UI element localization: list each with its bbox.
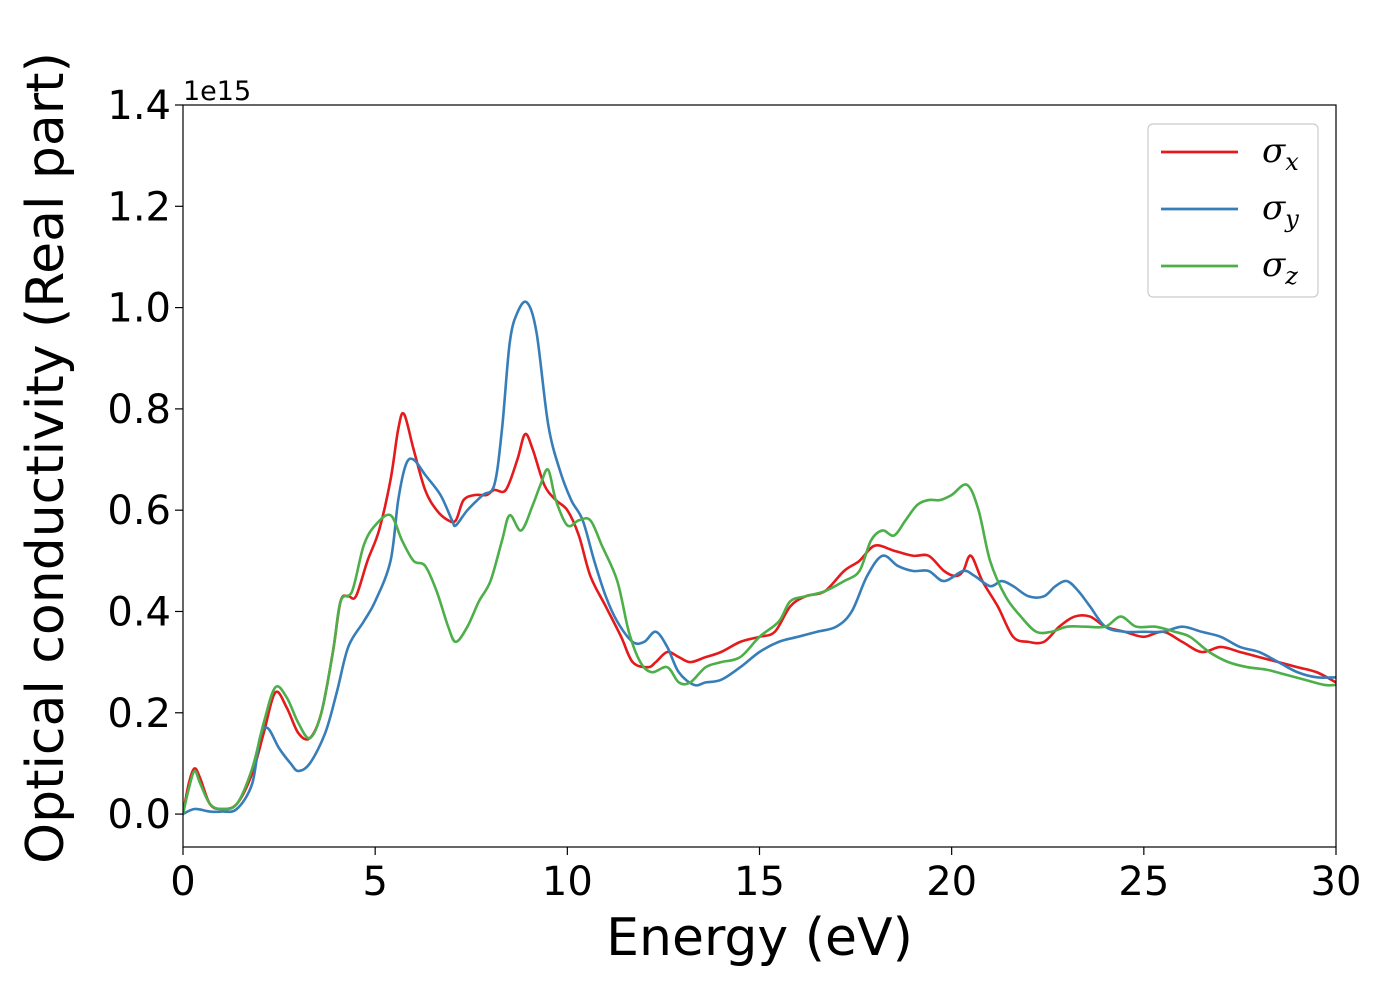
y-tick-label: 0.2 <box>107 691 171 737</box>
legend-label: σy <box>1262 188 1299 233</box>
legend-label: σz <box>1262 245 1298 290</box>
legend-label: σx <box>1262 131 1299 176</box>
x-tick-label: 20 <box>926 859 977 905</box>
x-tick-label: 5 <box>362 859 387 905</box>
x-tick-label: 10 <box>542 859 593 905</box>
legend-symbol: σ <box>1262 245 1286 285</box>
y-tick-label: 0.0 <box>107 792 171 838</box>
x-tick-label: 0 <box>170 859 195 905</box>
series-line-y <box>183 300 1336 816</box>
series-line-x <box>183 411 1336 816</box>
y-tick-label: 1.4 <box>107 83 171 129</box>
legend-subscript: z <box>1284 262 1298 290</box>
legend-symbol: σ <box>1262 188 1286 228</box>
y-tick-label: 0.6 <box>107 488 171 534</box>
series-line-z <box>183 468 1336 816</box>
x-tick-label: 30 <box>1311 859 1362 905</box>
legend-subscript: x <box>1285 148 1299 176</box>
y-tick-label: 1.0 <box>107 286 171 332</box>
y-axis-title: Optical conductivity (Real part) <box>16 52 76 864</box>
y-tick-label: 1.2 <box>107 184 171 230</box>
y-tick-label: 0.4 <box>107 589 171 635</box>
x-tick-label: 25 <box>1118 859 1169 905</box>
y-axis: 0.0 0.2 0.4 0.6 0.8 1.0 1.2 1.4 <box>107 83 183 838</box>
legend-box <box>1147 123 1319 298</box>
y-axis-offset-label: 1e15 <box>183 76 251 107</box>
x-axis: 0 5 10 15 20 25 30 <box>170 847 1361 905</box>
x-axis-title: Energy (eV) <box>606 908 913 968</box>
y-tick-label: 0.8 <box>107 387 171 433</box>
legend-subscript: y <box>1284 205 1299 233</box>
x-tick-label: 15 <box>734 859 785 905</box>
chart-curves <box>183 300 1336 816</box>
legend-symbol: σ <box>1262 131 1286 171</box>
